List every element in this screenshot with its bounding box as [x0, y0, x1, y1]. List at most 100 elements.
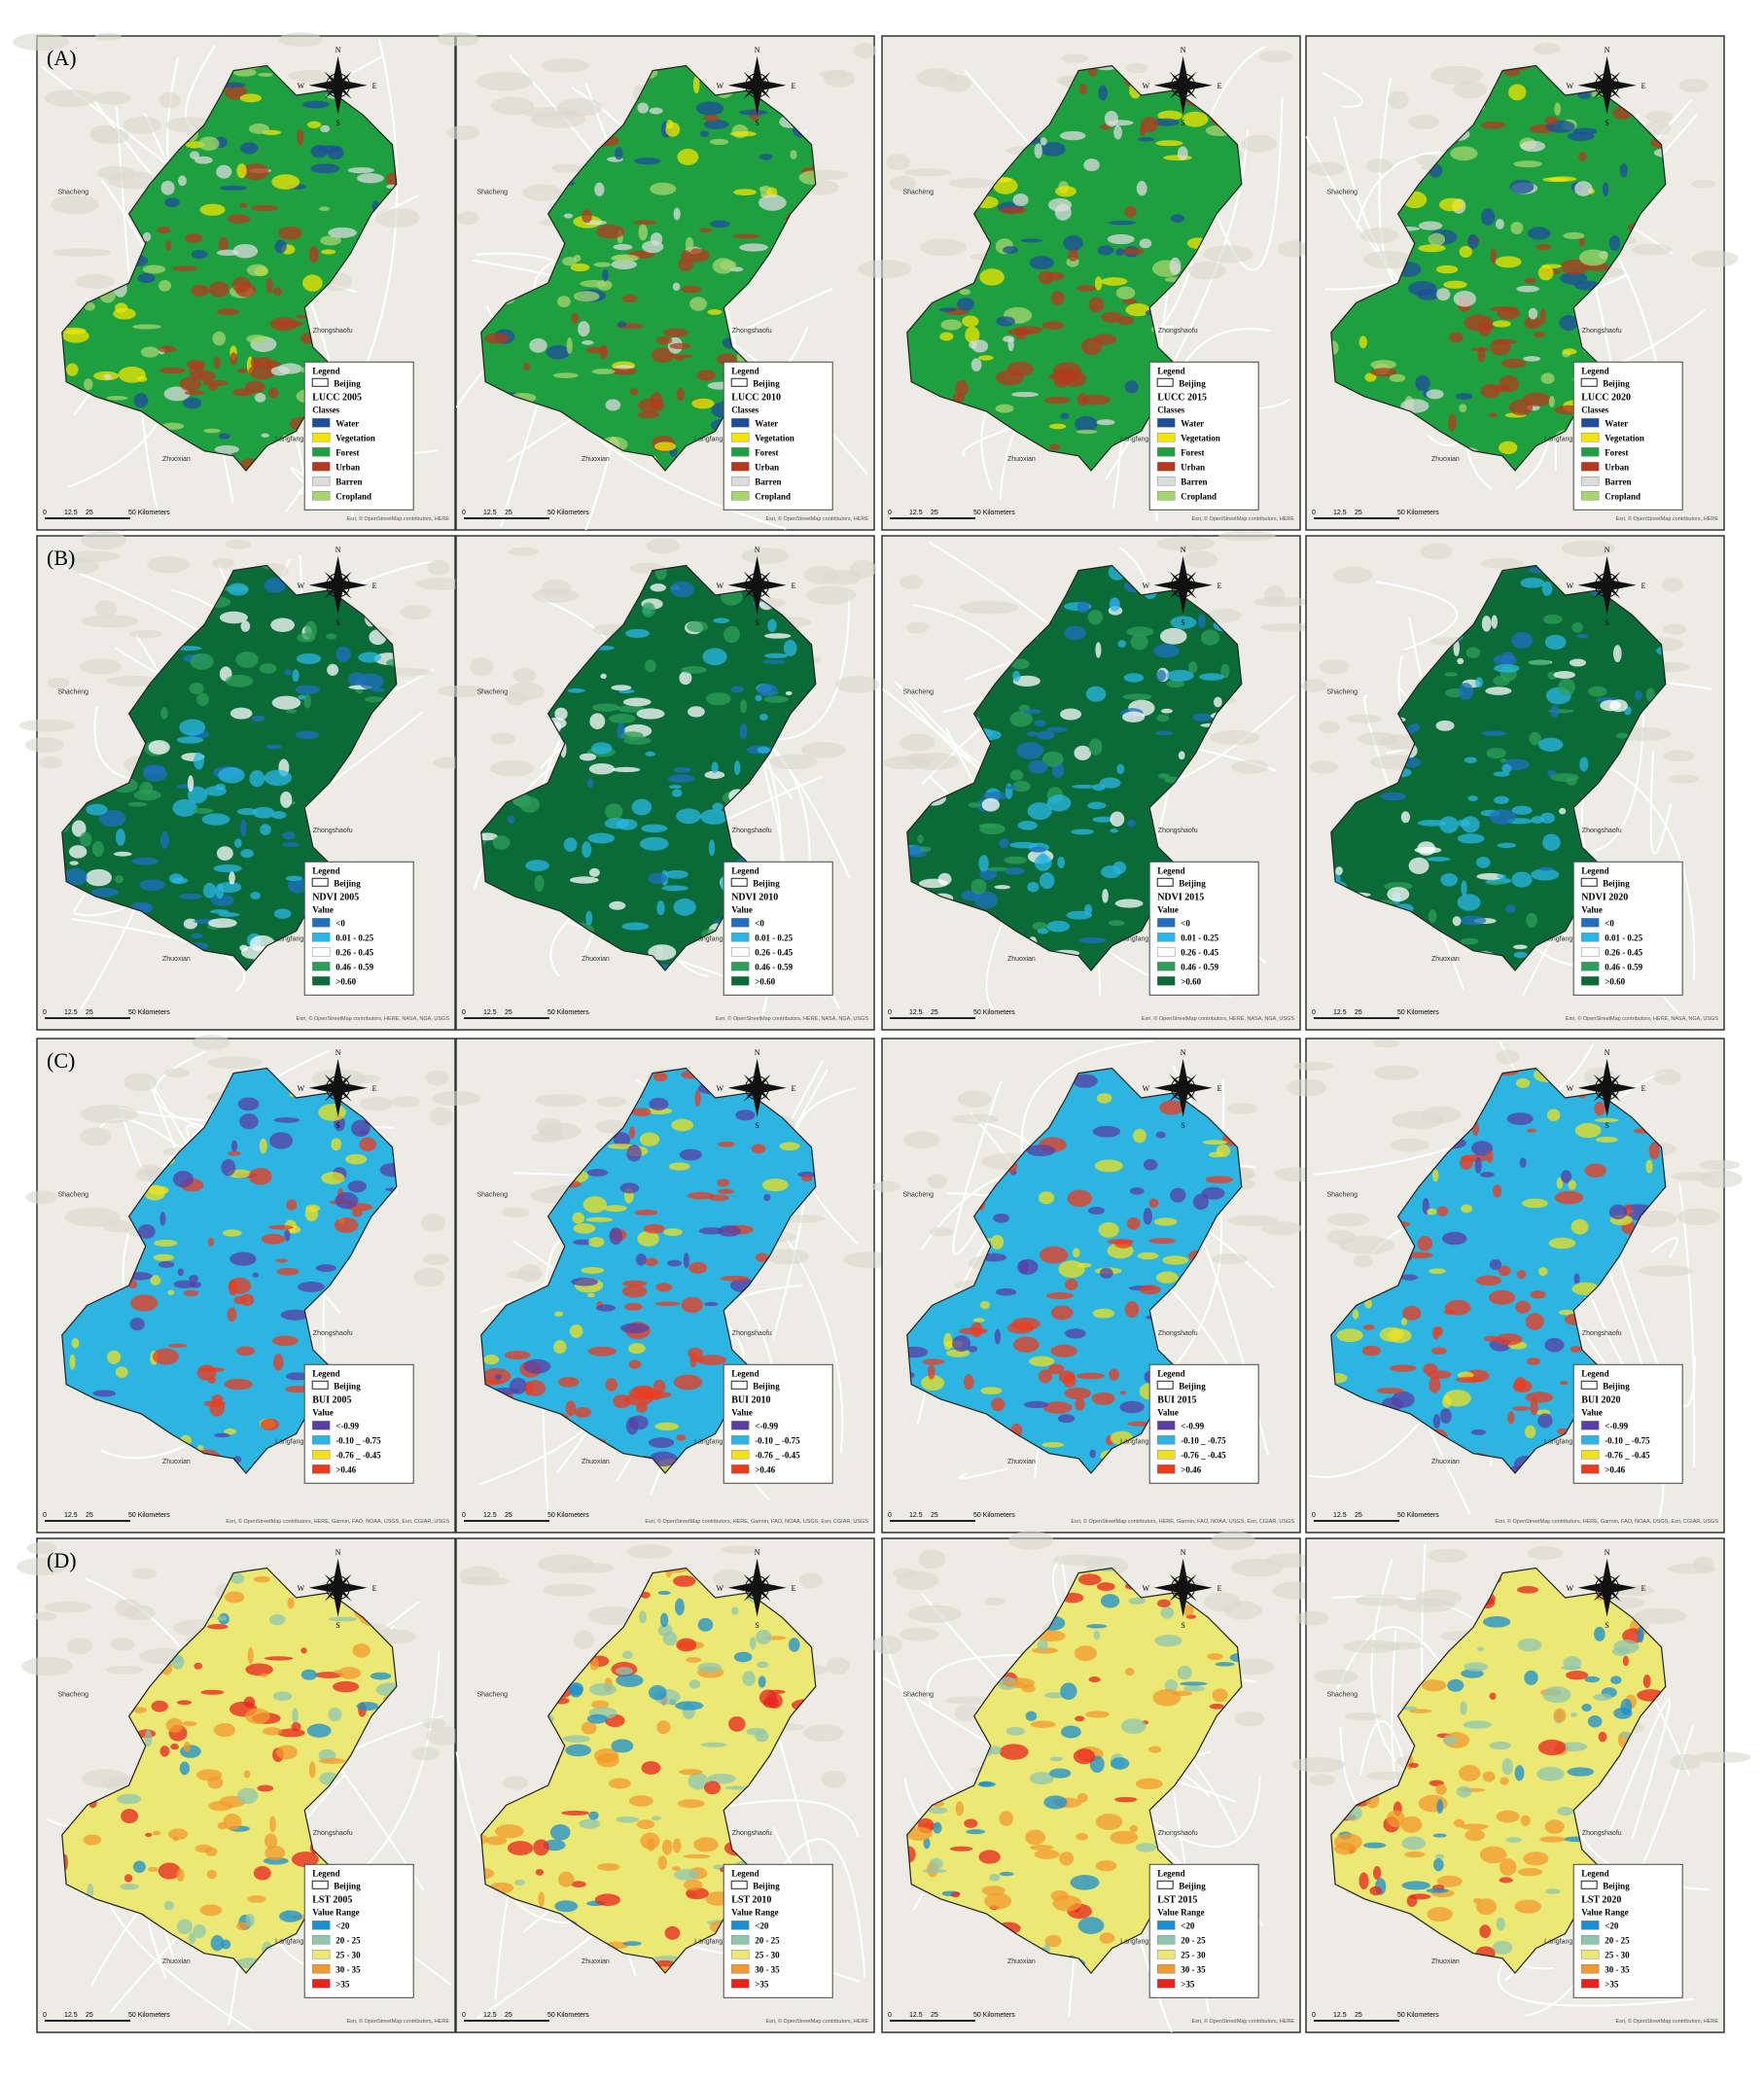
raster-patch [711, 761, 719, 774]
raster-patch [206, 1624, 229, 1630]
raster-patch [253, 1575, 271, 1583]
raster-patch [1514, 1377, 1527, 1391]
raster-patch [762, 1697, 779, 1709]
raster-patch [285, 1385, 310, 1393]
legend-label: -0.76 _ -0.45 [755, 1450, 800, 1460]
raster-patch [186, 360, 205, 370]
legend-title: Legend [1581, 1868, 1609, 1878]
terrain [826, 1657, 850, 1675]
raster-patch [1021, 1684, 1036, 1693]
raster-patch [1364, 1298, 1372, 1309]
legend-label: 25 - 30 [755, 1950, 780, 1959]
raster-patch [1126, 1421, 1151, 1427]
raster-patch [688, 706, 705, 718]
raster-patch [1570, 1712, 1578, 1717]
raster-patch [968, 1345, 978, 1353]
legend-swatch [1580, 1435, 1600, 1445]
raster-patch [609, 713, 636, 723]
raster-patch [981, 797, 1000, 812]
raster-patch [1450, 146, 1478, 161]
terrain [1429, 65, 1484, 86]
scale-label: 50 Kilometers [547, 1512, 589, 1519]
raster-patch [1497, 874, 1507, 879]
beijing-boundary [1330, 564, 1667, 971]
compass-ring [326, 1076, 351, 1101]
beijing-boundary [480, 64, 817, 472]
raster-patch [483, 1354, 500, 1365]
layer-name: BUI 2015 [1157, 1394, 1196, 1405]
terrain [1676, 1208, 1721, 1225]
terrain [1231, 759, 1269, 774]
legend-heading: Classes [312, 405, 339, 414]
raster-patch [764, 653, 789, 658]
raster-patch [296, 730, 320, 740]
raster-patch [1457, 833, 1485, 844]
raster-patch [328, 1616, 358, 1622]
raster-patch [278, 226, 302, 240]
raster-patch [163, 1900, 174, 1911]
raster-patch [1198, 673, 1224, 681]
terrain [400, 605, 432, 619]
raster-patch [1574, 1122, 1602, 1139]
raster-patch [292, 1708, 299, 1725]
legend-swatch [730, 1979, 750, 1989]
raster-patch [494, 1374, 503, 1380]
terrain [1209, 729, 1260, 746]
raster-patch [757, 746, 770, 754]
legend-label: Barren [1605, 476, 1631, 486]
compass-w: W [717, 1084, 724, 1093]
scale-label: 0 [1312, 510, 1316, 516]
raster-patch [159, 1746, 170, 1757]
raster-patch [292, 669, 300, 683]
beijing-boundary [906, 564, 1243, 971]
raster-patch [759, 713, 768, 721]
raster-patch [218, 912, 240, 917]
raster-patch [1098, 1221, 1119, 1238]
legend-swatch [1580, 1921, 1600, 1930]
raster-patch [210, 894, 234, 907]
row-label: (D) [47, 1548, 77, 1572]
raster-patch [1220, 663, 1230, 679]
scale-label: 50 Kilometers [973, 510, 1015, 516]
raster-patch [358, 673, 384, 689]
boundary-swatch [730, 377, 748, 387]
raster-patch [264, 578, 287, 593]
raster-patch [1578, 249, 1607, 266]
raster-patch [1539, 1836, 1566, 1843]
raster-patch [1540, 372, 1555, 384]
legend-swatch [311, 1450, 331, 1460]
raster-patch [1432, 1414, 1441, 1429]
raster-patch [971, 339, 989, 353]
raster-patch [1152, 118, 1180, 126]
raster-patch [1087, 610, 1104, 625]
raster-patch [1177, 146, 1188, 160]
legend-swatch [730, 447, 750, 457]
scale-label: 0 [888, 1009, 892, 1016]
terrain [1691, 179, 1716, 189]
raster-patch [333, 1680, 360, 1693]
place-label: Shacheng [903, 689, 935, 696]
scale-label: 0 [43, 1512, 47, 1519]
raster-patch [661, 1839, 673, 1855]
raster-patch [213, 356, 221, 370]
place-label: Zhongshaofu [732, 328, 772, 335]
scale-label: 25 [86, 1009, 93, 1016]
raster-patch [1166, 669, 1194, 682]
raster-patch [1544, 1819, 1565, 1834]
raster-patch [938, 307, 957, 312]
raster-patch [1463, 1720, 1493, 1729]
raster-patch [1075, 1715, 1085, 1722]
raster-patch [1542, 1686, 1571, 1704]
raster-patch [739, 243, 768, 252]
raster-patch [733, 760, 741, 775]
terrain [1645, 111, 1674, 123]
raster-patch [1427, 1906, 1453, 1922]
legend-swatch [730, 476, 750, 486]
raster-patch [979, 268, 1005, 286]
legend-label: <20 [755, 1921, 769, 1930]
raster-patch [933, 1821, 942, 1834]
raster-patch [198, 370, 216, 382]
terrain [18, 719, 75, 732]
compass-e: E [1217, 1084, 1222, 1093]
boundary-label: Beijing [1179, 1881, 1206, 1890]
